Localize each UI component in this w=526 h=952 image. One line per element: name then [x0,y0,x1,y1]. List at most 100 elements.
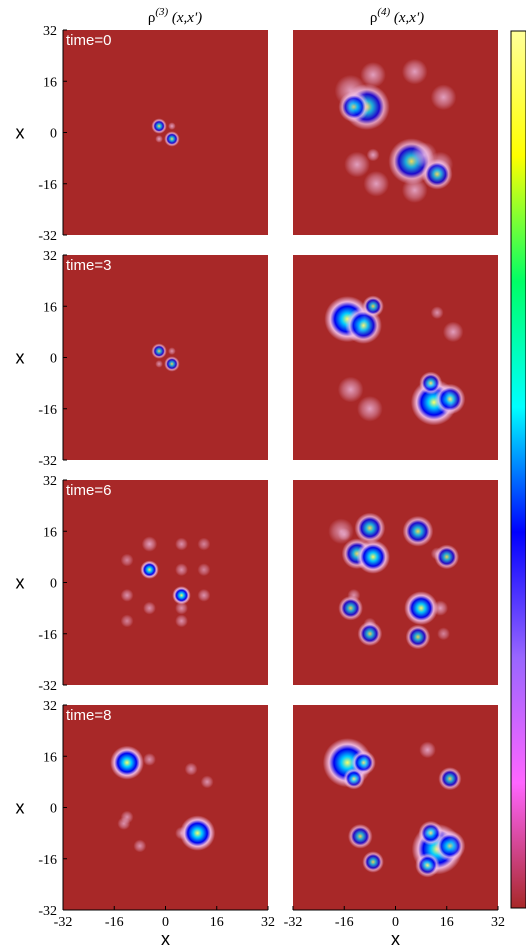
x-tick-label: 32 [491,915,505,930]
density-blob [120,588,134,602]
density-blob [366,148,380,162]
time-label: time=8 [66,707,111,724]
panel-background [63,705,268,910]
column-title-0-symbol: ρ [148,10,156,26]
x-axis-label: x [161,929,170,949]
density-blob [143,601,156,615]
y-tick-label: 32 [43,474,57,489]
y-tick-label: 0 [50,352,57,367]
density-blob [155,360,163,368]
time-label: time=6 [66,482,111,499]
density-blob [419,371,443,395]
density-blob [184,762,198,776]
density-blob [404,591,439,626]
density-blob [354,512,386,544]
panel-background [293,255,498,460]
y-tick-label: 16 [43,75,57,90]
panel-r2-c1 [293,480,498,685]
y-tick-label: -16 [38,628,57,643]
density-blob [343,767,365,790]
y-tick-label: -32 [38,679,57,694]
panel-r3-c0: time=8 [63,705,268,910]
density-blob [155,135,163,143]
y-tick-label: -32 [38,904,57,919]
y-axis-label: x [16,348,25,368]
x-tick-label: -32 [284,915,303,930]
density-blob [434,830,466,862]
y-tick-label: 0 [50,127,57,142]
density-blob [360,62,386,88]
density-blob [405,624,431,650]
panel-background [63,30,268,235]
y-tick-label: -32 [38,229,57,244]
y-tick-label: 16 [43,300,57,315]
panel-r1-c0: time=3 [63,255,268,460]
density-blob [175,537,188,551]
density-blob [401,58,428,85]
column-title-1-superscript: (4) [377,6,390,18]
time-label: time=0 [66,32,111,49]
time-label: time=3 [66,257,111,274]
density-blob [168,122,176,130]
density-blob [172,586,191,605]
column-title-0-superscript: (3) [155,6,168,18]
density-blob [168,347,176,355]
panel-r0-c1 [293,30,498,235]
density-blob [362,295,384,318]
density-blob [117,817,131,830]
density-blob [363,170,390,197]
panel-background [63,255,268,460]
density-blob [164,356,180,372]
density-blob [434,383,466,415]
y-axis-label: x [16,798,25,818]
y-axis-r1: 32 16 0 -16 -32 x [16,249,67,469]
y-tick-label: 0 [50,577,57,592]
panel-r1-c1 [293,255,498,460]
y-tick-label: 32 [43,24,57,39]
density-blob [438,767,462,791]
y-tick-label: -16 [38,178,57,193]
y-tick-label: 0 [50,802,57,817]
density-blob [140,560,159,579]
panel-r2-c0: time=6 [63,480,268,685]
density-blob [419,741,436,759]
density-blob [442,321,464,343]
panel-background [293,30,498,235]
x-tick-label: 0 [162,915,169,930]
column-title-0: ρ(3) (x,x') [148,6,202,26]
density-blob [357,621,383,647]
y-axis-label: x [16,573,25,593]
density-blob [344,151,370,178]
density-blob [362,851,384,873]
x-tick-label: 16 [210,915,224,930]
density-blob [200,775,214,789]
panel-r3-c1 [293,705,498,910]
density-blob [347,824,373,849]
x-tick-label: -16 [335,915,354,930]
y-axis-r2: 32 16 0 -16 -32 x [16,474,67,694]
x-tick-label: -16 [105,915,124,930]
density-blob [357,395,383,422]
column-title-0-args: (x,x') [168,10,202,26]
density-blob [164,131,180,147]
density-blob [418,820,444,846]
x-tick-label: 16 [440,915,454,930]
density-blob [151,343,167,359]
density-blob [133,839,147,853]
density-blob [437,627,450,641]
panel-background [293,705,498,910]
density-blob [197,588,211,602]
y-tick-label: -16 [38,403,57,418]
density-blob [197,563,211,577]
density-blob [338,91,370,123]
y-tick-label: 32 [43,249,57,264]
density-blob [197,537,211,551]
x-tick-label: 32 [261,915,275,930]
density-blob [430,306,444,320]
density-blob [337,528,351,541]
y-tick-label: -16 [38,853,57,868]
density-blob [141,536,158,552]
density-blob [430,84,457,111]
density-blob [151,118,167,134]
